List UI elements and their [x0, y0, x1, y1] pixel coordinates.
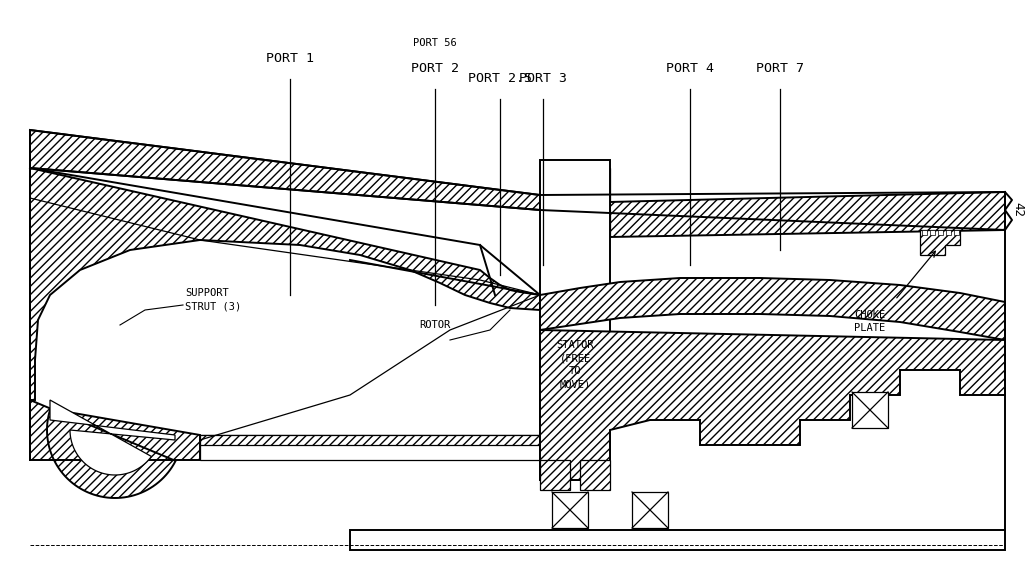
Polygon shape [540, 160, 610, 480]
Text: PORT 1: PORT 1 [266, 52, 314, 65]
Polygon shape [350, 530, 1005, 550]
Bar [852, 392, 888, 428]
Polygon shape [200, 435, 540, 445]
Polygon shape [540, 330, 1005, 480]
Polygon shape [930, 230, 935, 235]
Polygon shape [200, 435, 540, 460]
Text: PORT 2: PORT 2 [411, 62, 458, 75]
Polygon shape [938, 230, 943, 235]
Text: PORT 56: PORT 56 [413, 38, 456, 48]
Polygon shape [50, 400, 175, 475]
Polygon shape [540, 460, 570, 490]
Polygon shape [590, 168, 610, 202]
Polygon shape [954, 230, 959, 235]
Text: 42: 42 [1012, 202, 1025, 218]
Polygon shape [30, 168, 540, 400]
Polygon shape [540, 210, 610, 237]
Text: PORT 7: PORT 7 [756, 62, 804, 75]
Polygon shape [946, 230, 951, 235]
Text: PORT 3: PORT 3 [519, 72, 567, 85]
Polygon shape [540, 278, 1005, 340]
Polygon shape [580, 460, 610, 490]
Text: PORT 4: PORT 4 [666, 62, 714, 75]
Polygon shape [922, 230, 927, 235]
Bar [552, 492, 588, 528]
Polygon shape [30, 130, 540, 210]
Text: PORT 2.5: PORT 2.5 [468, 72, 533, 85]
Text: ROTOR: ROTOR [419, 320, 450, 330]
Bar [632, 492, 668, 528]
Polygon shape [610, 192, 1005, 237]
Polygon shape [540, 165, 565, 195]
Text: CHOKE
PLATE: CHOKE PLATE [854, 310, 886, 333]
Text: STATOR
(FREE
TO
MOVE): STATOR (FREE TO MOVE) [556, 340, 594, 390]
Polygon shape [30, 400, 200, 498]
Text: SUPPORT
STRUT (3): SUPPORT STRUT (3) [185, 288, 242, 312]
Polygon shape [920, 230, 960, 255]
